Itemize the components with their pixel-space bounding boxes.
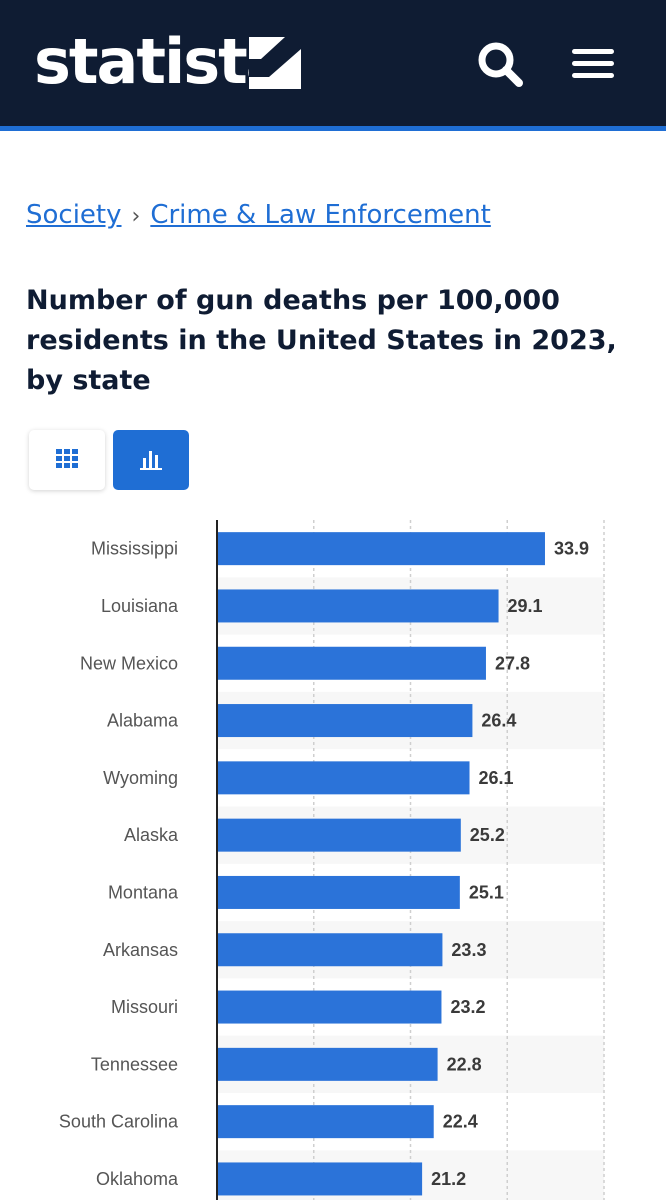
bar-chart-icon bbox=[140, 451, 162, 470]
value-label: 26.4 bbox=[481, 711, 516, 731]
bar bbox=[217, 1047, 438, 1081]
breadcrumb-link-crime-law-enforcement[interactable]: Crime & Law Enforcement bbox=[150, 200, 491, 230]
menu-icon bbox=[572, 49, 614, 78]
category-label: Louisiana bbox=[101, 596, 179, 616]
header-accent-line bbox=[0, 126, 666, 131]
value-label: 23.3 bbox=[451, 940, 486, 960]
bar bbox=[217, 1105, 434, 1139]
category-label: New Mexico bbox=[80, 653, 178, 673]
bar bbox=[217, 990, 442, 1024]
value-label: 26.1 bbox=[479, 768, 514, 788]
statista-logo[interactable]: statista bbox=[34, 25, 288, 98]
category-label: Tennessee bbox=[91, 1054, 178, 1074]
value-label: 29.1 bbox=[508, 596, 543, 616]
breadcrumb-separator: › bbox=[131, 204, 141, 229]
category-label: Missouri bbox=[111, 997, 178, 1017]
menu-button[interactable] bbox=[568, 40, 618, 88]
bar bbox=[217, 761, 470, 795]
search-button[interactable] bbox=[476, 40, 524, 88]
bar bbox=[217, 704, 473, 738]
category-label: Oklahoma bbox=[96, 1169, 179, 1189]
category-label: Alabama bbox=[107, 711, 179, 731]
value-label: 25.1 bbox=[469, 882, 504, 902]
category-label: Wyoming bbox=[103, 768, 178, 788]
search-icon bbox=[478, 42, 523, 87]
value-label: 27.8 bbox=[495, 653, 530, 673]
bar-chart: Mississippi 33.9 Louisiana 29.1 New Mexico 27… bbox=[59, 520, 605, 1200]
breadcrumb-link-society[interactable]: Society bbox=[26, 200, 122, 230]
bar bbox=[217, 1162, 423, 1196]
value-label: 22.8 bbox=[447, 1054, 482, 1074]
value-label: 23.2 bbox=[450, 997, 485, 1017]
category-label: Alaska bbox=[124, 825, 179, 845]
category-label: South Carolina bbox=[59, 1112, 179, 1132]
value-label: 21.2 bbox=[431, 1169, 466, 1189]
bar bbox=[217, 875, 460, 909]
table-view-button[interactable] bbox=[29, 430, 105, 490]
value-label: 22.4 bbox=[443, 1112, 478, 1132]
site-header: statista bbox=[0, 0, 666, 126]
category-label: Arkansas bbox=[103, 940, 178, 960]
chart-view-button[interactable] bbox=[113, 430, 189, 490]
bar bbox=[217, 933, 443, 967]
value-label: 33.9 bbox=[554, 539, 589, 559]
page-title: Number of gun deaths per 100,000 residen… bbox=[26, 285, 617, 396]
value-label: 25.2 bbox=[470, 825, 505, 845]
category-label: Mississippi bbox=[91, 539, 178, 559]
bar bbox=[217, 646, 486, 680]
bar bbox=[217, 589, 499, 623]
bar bbox=[217, 818, 461, 852]
category-label: Montana bbox=[108, 882, 179, 902]
table-grid-icon bbox=[56, 449, 78, 468]
bar bbox=[217, 532, 545, 566]
breadcrumb: Society › Crime & Law Enforcement bbox=[26, 200, 491, 240]
statista-logo-mark-icon[interactable] bbox=[249, 37, 301, 89]
